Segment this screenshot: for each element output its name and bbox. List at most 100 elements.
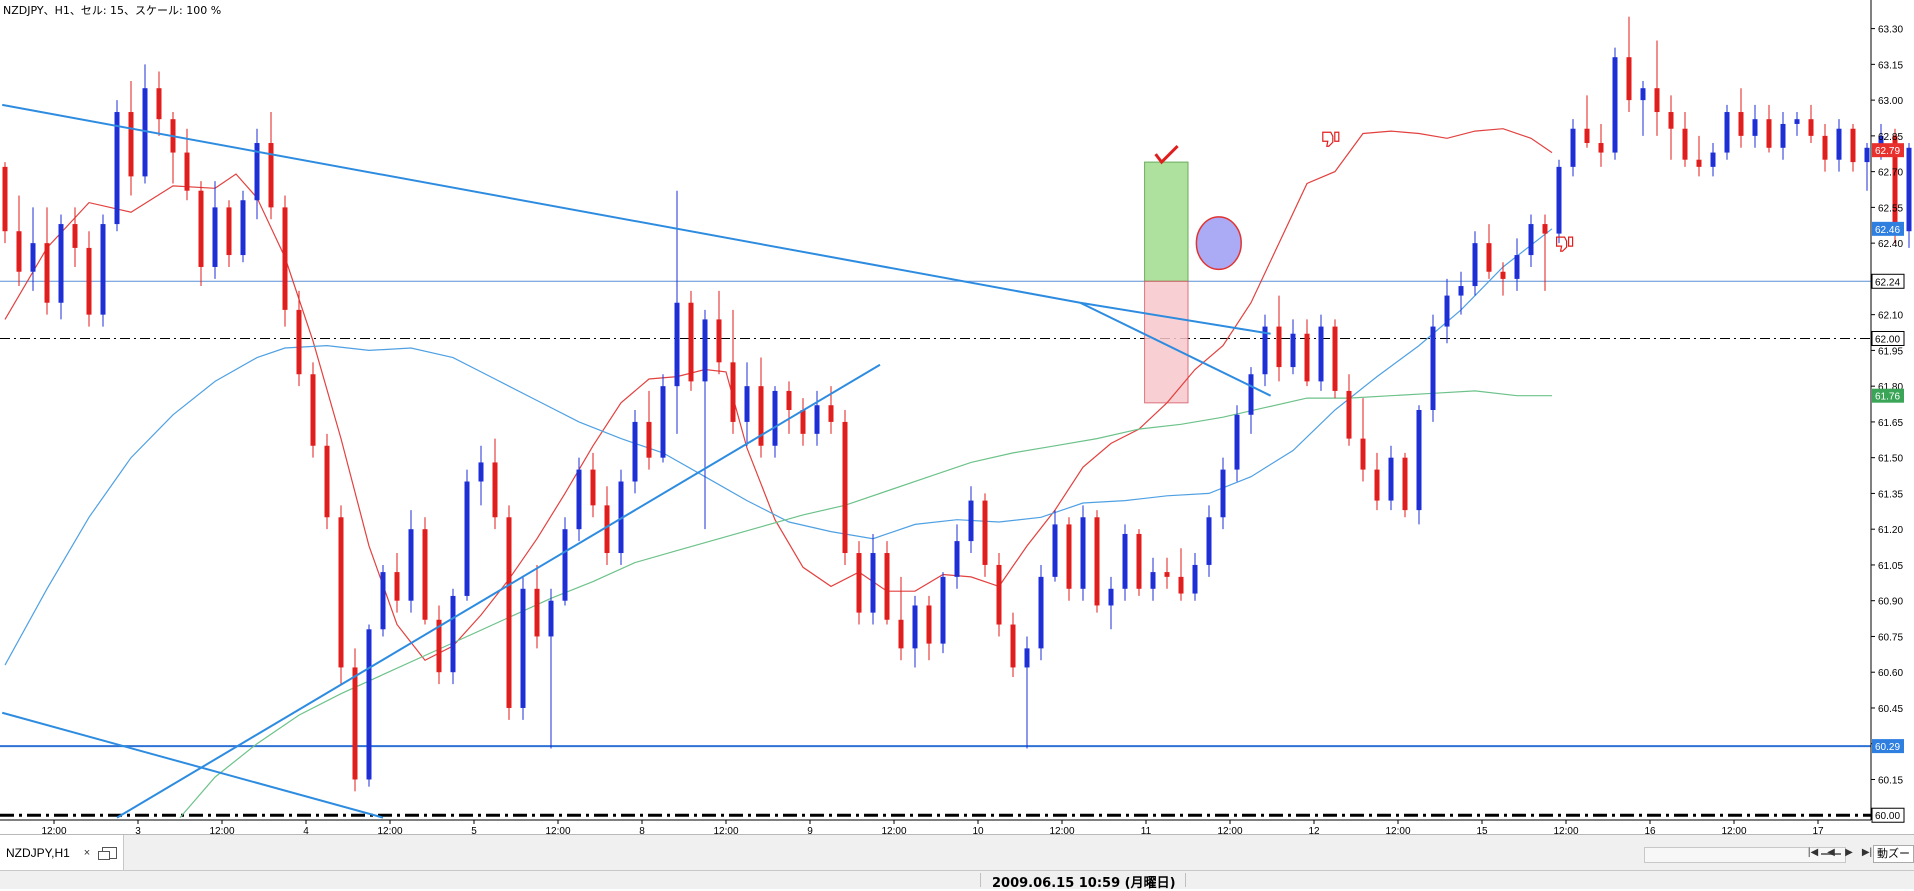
candle-body: [1598, 143, 1604, 153]
y-tick-label: 61.35: [1878, 489, 1903, 500]
trendline: [116, 363, 881, 819]
prev-page-icon[interactable]: ◀: [1827, 847, 1835, 858]
candle-body: [1836, 128, 1842, 160]
y-tick-label: 62.55: [1878, 203, 1903, 214]
candle-body: [1346, 390, 1352, 439]
candle-body: [268, 143, 274, 208]
candle-body: [1290, 333, 1296, 368]
candle-body: [1388, 457, 1394, 501]
trendline: [1080, 301, 1271, 335]
candle-body: [1248, 374, 1254, 415]
candle-body: [1878, 135, 1884, 148]
candle-body: [940, 576, 946, 644]
candle-body: [1080, 517, 1086, 589]
candle-body: [422, 529, 428, 620]
candle-body: [1220, 469, 1226, 518]
candle-body: [856, 553, 862, 613]
price-label: 61.76: [1875, 392, 1900, 403]
y-tick-label: 63.30: [1878, 25, 1903, 36]
price-chart[interactable]: 63.3063.1563.0062.8562.7062.5562.4062.25…: [0, 0, 1914, 834]
candle-body: [100, 224, 106, 315]
moving-average-line: [4, 128, 1553, 662]
candle-body: [394, 572, 400, 601]
candle-body: [716, 319, 722, 363]
y-tick-label: 63.15: [1878, 60, 1903, 71]
candle-body: [548, 600, 554, 637]
candle-body: [1010, 624, 1016, 668]
next-page-icon[interactable]: ▶: [1845, 847, 1853, 858]
candle-body: [520, 588, 526, 708]
candle-body: [1570, 128, 1576, 167]
x-tick-label: 9: [807, 826, 813, 834]
close-icon[interactable]: ×: [83, 847, 91, 859]
chart-nav-buttons: |◀ ◀ ▶ ▶|: [1806, 845, 1874, 861]
price-label-box: [1871, 330, 1905, 346]
x-tick-label: 10: [972, 826, 984, 834]
candle-body: [1668, 112, 1674, 129]
candle-body: [1122, 533, 1128, 589]
y-tick-label: 60.15: [1878, 775, 1903, 786]
candle-body: [688, 302, 694, 382]
candle-body: [1654, 88, 1660, 113]
candle-body: [240, 200, 246, 256]
x-tick-label: 8: [639, 826, 645, 834]
candle-body: [1262, 326, 1268, 375]
candle-body: [1038, 576, 1044, 649]
price-label: 62.00: [1875, 334, 1900, 345]
status-bar: 2009.06.15 10:59 (月曜日): [0, 870, 1914, 891]
price-label-box: [1872, 739, 1904, 754]
candle-body: [2, 166, 8, 232]
last-page-icon[interactable]: ▶|: [1861, 847, 1873, 858]
candle-body: [898, 619, 904, 649]
chart-area[interactable]: 63.3063.1563.0062.8562.7062.5562.4062.25…: [0, 0, 1914, 834]
y-tick-label: 61.05: [1878, 561, 1903, 572]
status-separator: [1185, 873, 1186, 887]
plot-background: [0, 0, 1871, 820]
candle-body: [1108, 588, 1114, 606]
chart-tab[interactable]: NZDJPY,H1 ×: [0, 835, 125, 871]
candle-body: [1136, 533, 1142, 589]
candle-body: [1276, 326, 1282, 368]
price-label-box: [1872, 221, 1904, 236]
price-label-box: [1872, 143, 1904, 158]
y-tick-label: 62.85: [1878, 132, 1903, 143]
scroll-thumb[interactable]: [1821, 853, 1841, 855]
restore-window-icon[interactable]: [98, 847, 118, 860]
candle-body: [1696, 159, 1702, 167]
candle-body: [324, 445, 330, 518]
candle-body: [786, 390, 792, 410]
first-page-icon[interactable]: |◀: [1807, 847, 1819, 858]
candle-body: [534, 588, 540, 637]
candle-body: [310, 374, 316, 446]
candle-body: [1416, 410, 1422, 511]
candle-body: [1556, 166, 1562, 234]
candle-body: [1360, 438, 1366, 470]
x-tick-label: 12:00: [1721, 826, 1746, 834]
candle-body: [870, 553, 876, 613]
price-label: 62.46: [1875, 225, 1900, 236]
chart-tab-label[interactable]: NZDJPY,H1: [6, 846, 70, 860]
candle-body: [464, 481, 470, 596]
y-tick-label: 61.50: [1878, 454, 1903, 465]
candle-body: [1444, 295, 1450, 327]
candle-body: [114, 112, 120, 225]
candle-body: [492, 462, 498, 518]
y-tick-label: 62.10: [1878, 311, 1903, 322]
status-separator: [980, 873, 981, 887]
y-tick-label: 63.00: [1878, 96, 1903, 107]
horizontal-scrollbar[interactable]: [1644, 847, 1846, 863]
candle-body: [366, 629, 372, 780]
auto-zoom-toggle[interactable]: 動ズー: [1873, 845, 1914, 863]
candle-body: [1094, 517, 1100, 606]
price-label-box: [1871, 273, 1905, 289]
x-tick-label: 12:00: [1217, 826, 1242, 834]
candle-body: [814, 405, 820, 434]
candle-body: [1906, 147, 1912, 232]
candle-body: [16, 231, 22, 272]
candle-body: [912, 605, 918, 649]
candle-body: [1178, 576, 1184, 594]
candle-body: [1626, 57, 1632, 101]
candle-body: [1318, 326, 1324, 382]
candle-body: [72, 224, 78, 248]
candle-body: [1150, 572, 1156, 589]
